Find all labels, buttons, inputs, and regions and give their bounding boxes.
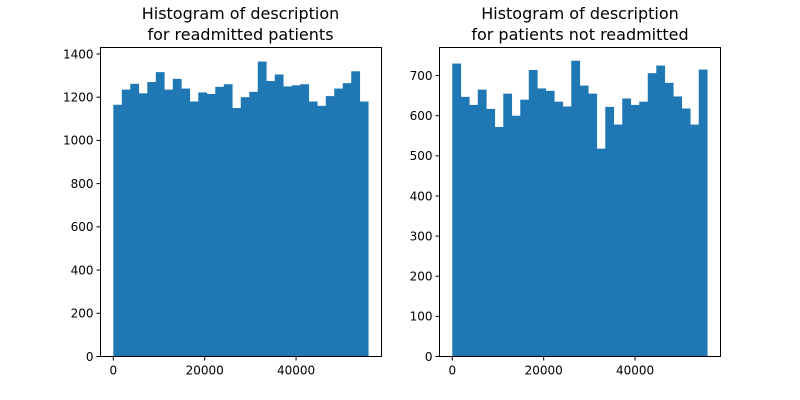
x-tick-label: 40000 — [277, 364, 315, 378]
chart-title-line-2: for patients not readmitted — [471, 25, 688, 44]
histogram-bar — [308, 101, 318, 357]
histogram-bar — [639, 101, 649, 357]
y-tick-label: 100 — [410, 310, 433, 324]
histogram-bar — [172, 78, 182, 357]
x-tick-label: 0 — [448, 364, 456, 378]
y-tick-label: 200 — [71, 307, 94, 321]
histogram-bar — [181, 88, 191, 357]
histogram-bar — [283, 86, 293, 357]
histogram-bar — [257, 61, 267, 357]
histogram-bar — [690, 124, 700, 357]
histogram-bar — [164, 89, 174, 357]
axes-frame — [439, 47, 721, 357]
histogram-bar — [300, 84, 310, 357]
histogram-bar — [232, 108, 242, 357]
histogram-bar — [477, 89, 487, 357]
histogram-bar — [274, 74, 284, 357]
histogram-bar — [545, 90, 555, 357]
x-tick-label: 20000 — [525, 364, 563, 378]
histogram-bar — [249, 91, 259, 357]
axes-frame — [100, 47, 382, 357]
axis-ticks: 0 100 200 300 400 500 600 700 0 20000 40000 — [410, 69, 655, 378]
bars — [113, 61, 369, 357]
histogram-bar — [189, 101, 199, 357]
x-tick-label: 40000 — [616, 364, 654, 378]
histogram-bar — [359, 101, 369, 357]
histogram-bar — [647, 73, 657, 357]
histogram-bar — [622, 98, 632, 357]
y-tick-label: 300 — [410, 229, 433, 243]
histogram-bar — [494, 126, 504, 357]
histogram-bar — [266, 80, 276, 357]
histogram-bar — [579, 85, 589, 357]
bars — [452, 60, 708, 357]
histogram-bar — [537, 88, 547, 357]
x-tick-label: 20000 — [186, 364, 224, 378]
histogram-bar — [460, 96, 470, 357]
histogram-bar — [520, 99, 530, 357]
y-tick-label: 500 — [410, 149, 433, 163]
y-tick-label: 700 — [410, 69, 433, 83]
histogram-bar — [215, 86, 225, 357]
y-tick-label: 600 — [410, 109, 433, 123]
histogram-bar — [147, 82, 157, 357]
histogram-bar — [155, 72, 165, 357]
y-tick-label: 200 — [410, 270, 433, 284]
histogram-bar — [351, 71, 361, 357]
histogram-bar — [605, 106, 615, 357]
histogram-readmitted-panel: Histogram of description for readmitted … — [63, 4, 382, 378]
histogram-bar — [571, 60, 581, 357]
histogram-bar — [206, 93, 216, 357]
histogram-bar — [138, 93, 148, 357]
x-tick-label: 0 — [109, 364, 117, 378]
histogram-bar — [130, 83, 140, 357]
histogram-bar — [240, 97, 250, 357]
histogram-bar — [291, 85, 301, 357]
chart-title-line-1: Histogram of description — [481, 4, 679, 23]
histogram-bar — [452, 63, 462, 357]
histogram-bar — [342, 83, 352, 357]
y-tick-label: 1200 — [63, 90, 94, 104]
histogram-bar — [664, 82, 674, 357]
y-tick-label: 1000 — [63, 134, 94, 148]
y-tick-label: 1400 — [63, 47, 94, 61]
histogram-bar — [630, 104, 640, 357]
chart-title-line-1: Histogram of description — [142, 4, 340, 23]
histogram-bar — [613, 124, 623, 357]
histogram-bar — [511, 115, 521, 357]
y-tick-label: 0 — [86, 350, 94, 364]
histogram-not-readmitted-panel: Histogram of description for patients no… — [410, 4, 721, 378]
histogram-bar — [698, 69, 708, 357]
y-tick-label: 400 — [410, 189, 433, 203]
histogram-bar — [198, 92, 208, 357]
y-tick-label: 600 — [71, 220, 94, 234]
histogram-bar — [317, 105, 327, 357]
histogram-bar — [562, 106, 572, 357]
histogram-bar — [673, 96, 683, 357]
histogram-bar — [121, 89, 131, 357]
chart-title-line-2: for readmitted patients — [147, 25, 333, 44]
y-tick-label: 400 — [71, 263, 94, 277]
histogram-bar — [486, 108, 496, 357]
histogram-bar — [588, 93, 598, 357]
histogram-bar — [469, 104, 479, 357]
histogram-bar — [325, 96, 335, 357]
histogram-bar — [681, 108, 691, 357]
histogram-bar — [656, 65, 666, 357]
y-tick-label: 800 — [71, 177, 94, 191]
histogram-bar — [334, 88, 344, 357]
y-tick-label: 0 — [425, 350, 433, 364]
histogram-bar — [503, 93, 513, 357]
axis-ticks: 0 200 400 600 800 1000 1200 1400 0 20000 40000 — [63, 47, 315, 377]
histogram-bar — [554, 101, 564, 357]
histogram-bar — [113, 104, 123, 357]
histogram-bar — [223, 84, 233, 357]
histogram-bar — [596, 148, 606, 357]
histogram-bar — [528, 69, 538, 357]
